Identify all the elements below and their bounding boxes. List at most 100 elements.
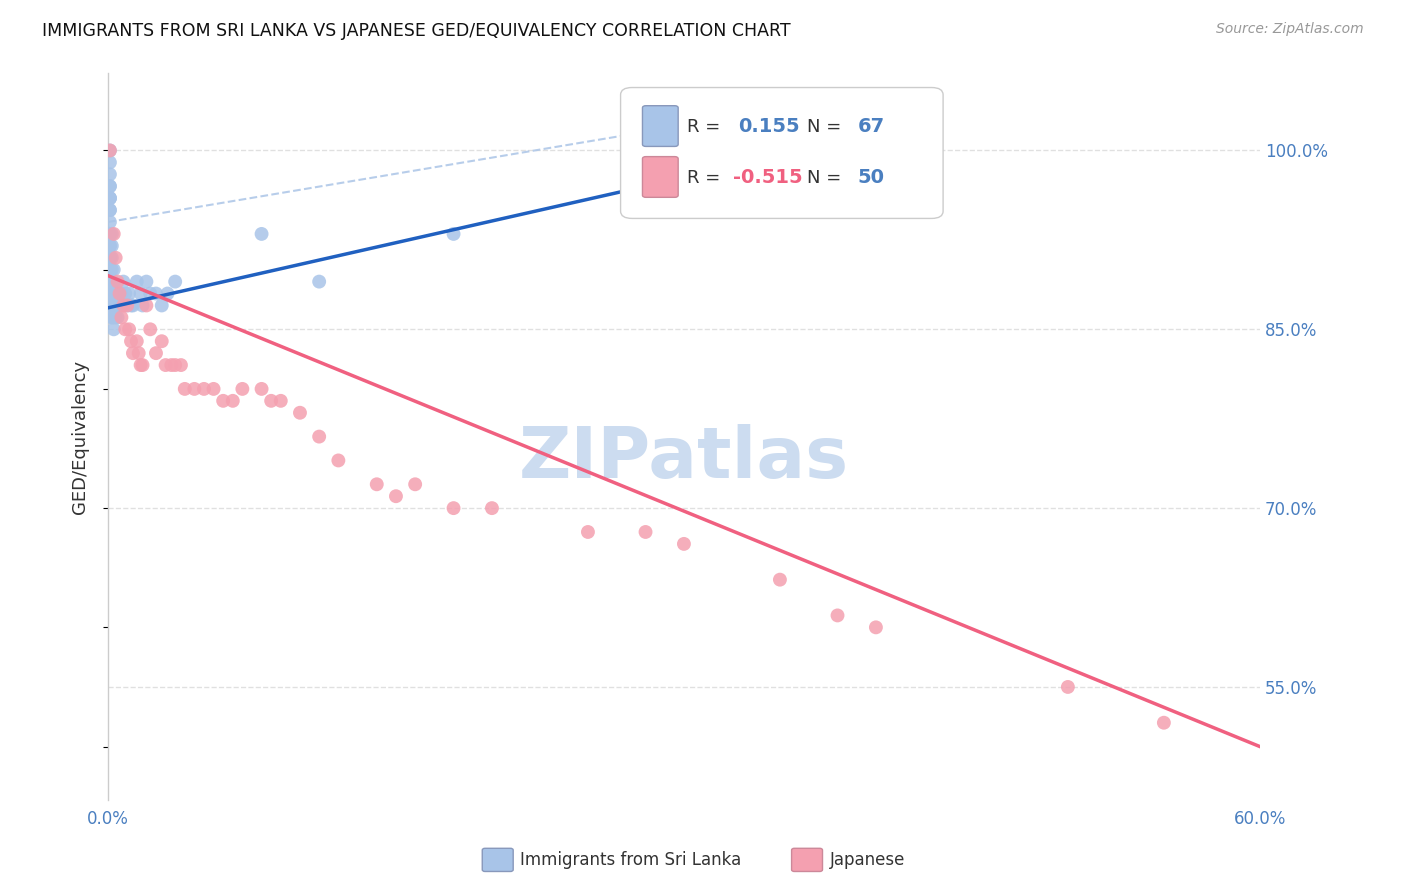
Point (155, 358, 177, 372)
Point (183, 382, 205, 396)
Point (1153, 715, 1175, 730)
Point (112, 298, 135, 312)
Point (150, 334, 173, 349)
Point (101, 275, 124, 289)
Point (481, 501, 503, 516)
FancyBboxPatch shape (620, 87, 943, 219)
Point (110, 310, 132, 325)
Point (193, 382, 215, 396)
FancyBboxPatch shape (643, 157, 678, 197)
Text: Source: ZipAtlas.com: Source: ZipAtlas.com (1216, 22, 1364, 37)
Point (131, 298, 153, 312)
Point (103, 227, 125, 241)
Text: N =: N = (807, 118, 841, 136)
Point (114, 322, 136, 336)
Text: 67: 67 (858, 117, 884, 136)
Point (108, 286, 131, 301)
Point (115, 298, 138, 312)
Point (170, 358, 193, 372)
Point (129, 358, 152, 372)
Point (107, 286, 129, 301)
Point (101, 310, 124, 325)
Point (129, 286, 152, 301)
Point (103, 298, 125, 312)
Point (672, 537, 695, 551)
Point (634, 524, 657, 539)
Point (98, 144, 121, 158)
Point (104, 286, 127, 301)
Point (108, 286, 131, 301)
Point (827, 608, 849, 623)
Point (114, 286, 136, 301)
Point (101, 251, 124, 265)
Point (98, 275, 121, 289)
Point (443, 227, 465, 241)
Text: Immigrants from Sri Lanka: Immigrants from Sri Lanka (520, 851, 741, 869)
Point (120, 334, 142, 349)
Point (212, 393, 235, 408)
Text: R =: R = (688, 169, 721, 186)
Point (118, 322, 141, 336)
Text: 0.155: 0.155 (738, 117, 800, 136)
Point (98, 227, 121, 241)
Point (308, 275, 330, 289)
Point (98, 191, 121, 205)
Point (107, 298, 129, 312)
Point (98, 298, 121, 312)
Point (122, 298, 145, 312)
Point (173, 382, 195, 396)
Point (145, 346, 167, 360)
Point (250, 382, 273, 396)
Point (101, 310, 124, 325)
Point (231, 382, 253, 396)
Point (270, 393, 292, 408)
Point (125, 275, 148, 289)
Point (98, 227, 121, 241)
Point (122, 346, 145, 360)
Point (98, 262, 121, 277)
Point (222, 393, 245, 408)
Point (125, 334, 148, 349)
Text: IMMIGRANTS FROM SRI LANKA VS JAPANESE GED/EQUIVALENCY CORRELATION CHART: IMMIGRANTS FROM SRI LANKA VS JAPANESE GE… (42, 22, 790, 40)
Point (308, 429, 330, 443)
Point (165, 358, 187, 372)
Point (98, 286, 121, 301)
Point (101, 239, 124, 253)
Point (98, 251, 121, 265)
Point (634, 179, 657, 194)
Point (98, 191, 121, 205)
Point (98, 262, 121, 277)
Point (165, 275, 187, 289)
Point (576, 524, 599, 539)
Point (250, 227, 273, 241)
Point (98, 251, 121, 265)
Point (101, 227, 124, 241)
Point (103, 262, 125, 277)
Point (260, 393, 283, 408)
Point (103, 310, 125, 325)
Point (115, 298, 138, 312)
Point (112, 298, 135, 312)
Point (98, 167, 121, 181)
Point (104, 310, 127, 325)
Point (385, 489, 408, 503)
Point (98, 191, 121, 205)
Point (202, 382, 225, 396)
Point (128, 346, 150, 360)
Point (769, 573, 792, 587)
Point (107, 275, 129, 289)
Point (98, 215, 121, 229)
Y-axis label: GED/Equivalency: GED/Equivalency (72, 359, 89, 514)
Point (328, 453, 350, 467)
Point (1057, 680, 1080, 694)
Point (101, 298, 124, 312)
Text: Japanese: Japanese (830, 851, 905, 869)
Point (135, 298, 157, 312)
Point (98, 203, 121, 218)
Point (150, 298, 173, 312)
Point (98, 144, 121, 158)
Point (139, 286, 162, 301)
Point (98, 203, 121, 218)
Point (865, 620, 887, 634)
Point (104, 251, 127, 265)
